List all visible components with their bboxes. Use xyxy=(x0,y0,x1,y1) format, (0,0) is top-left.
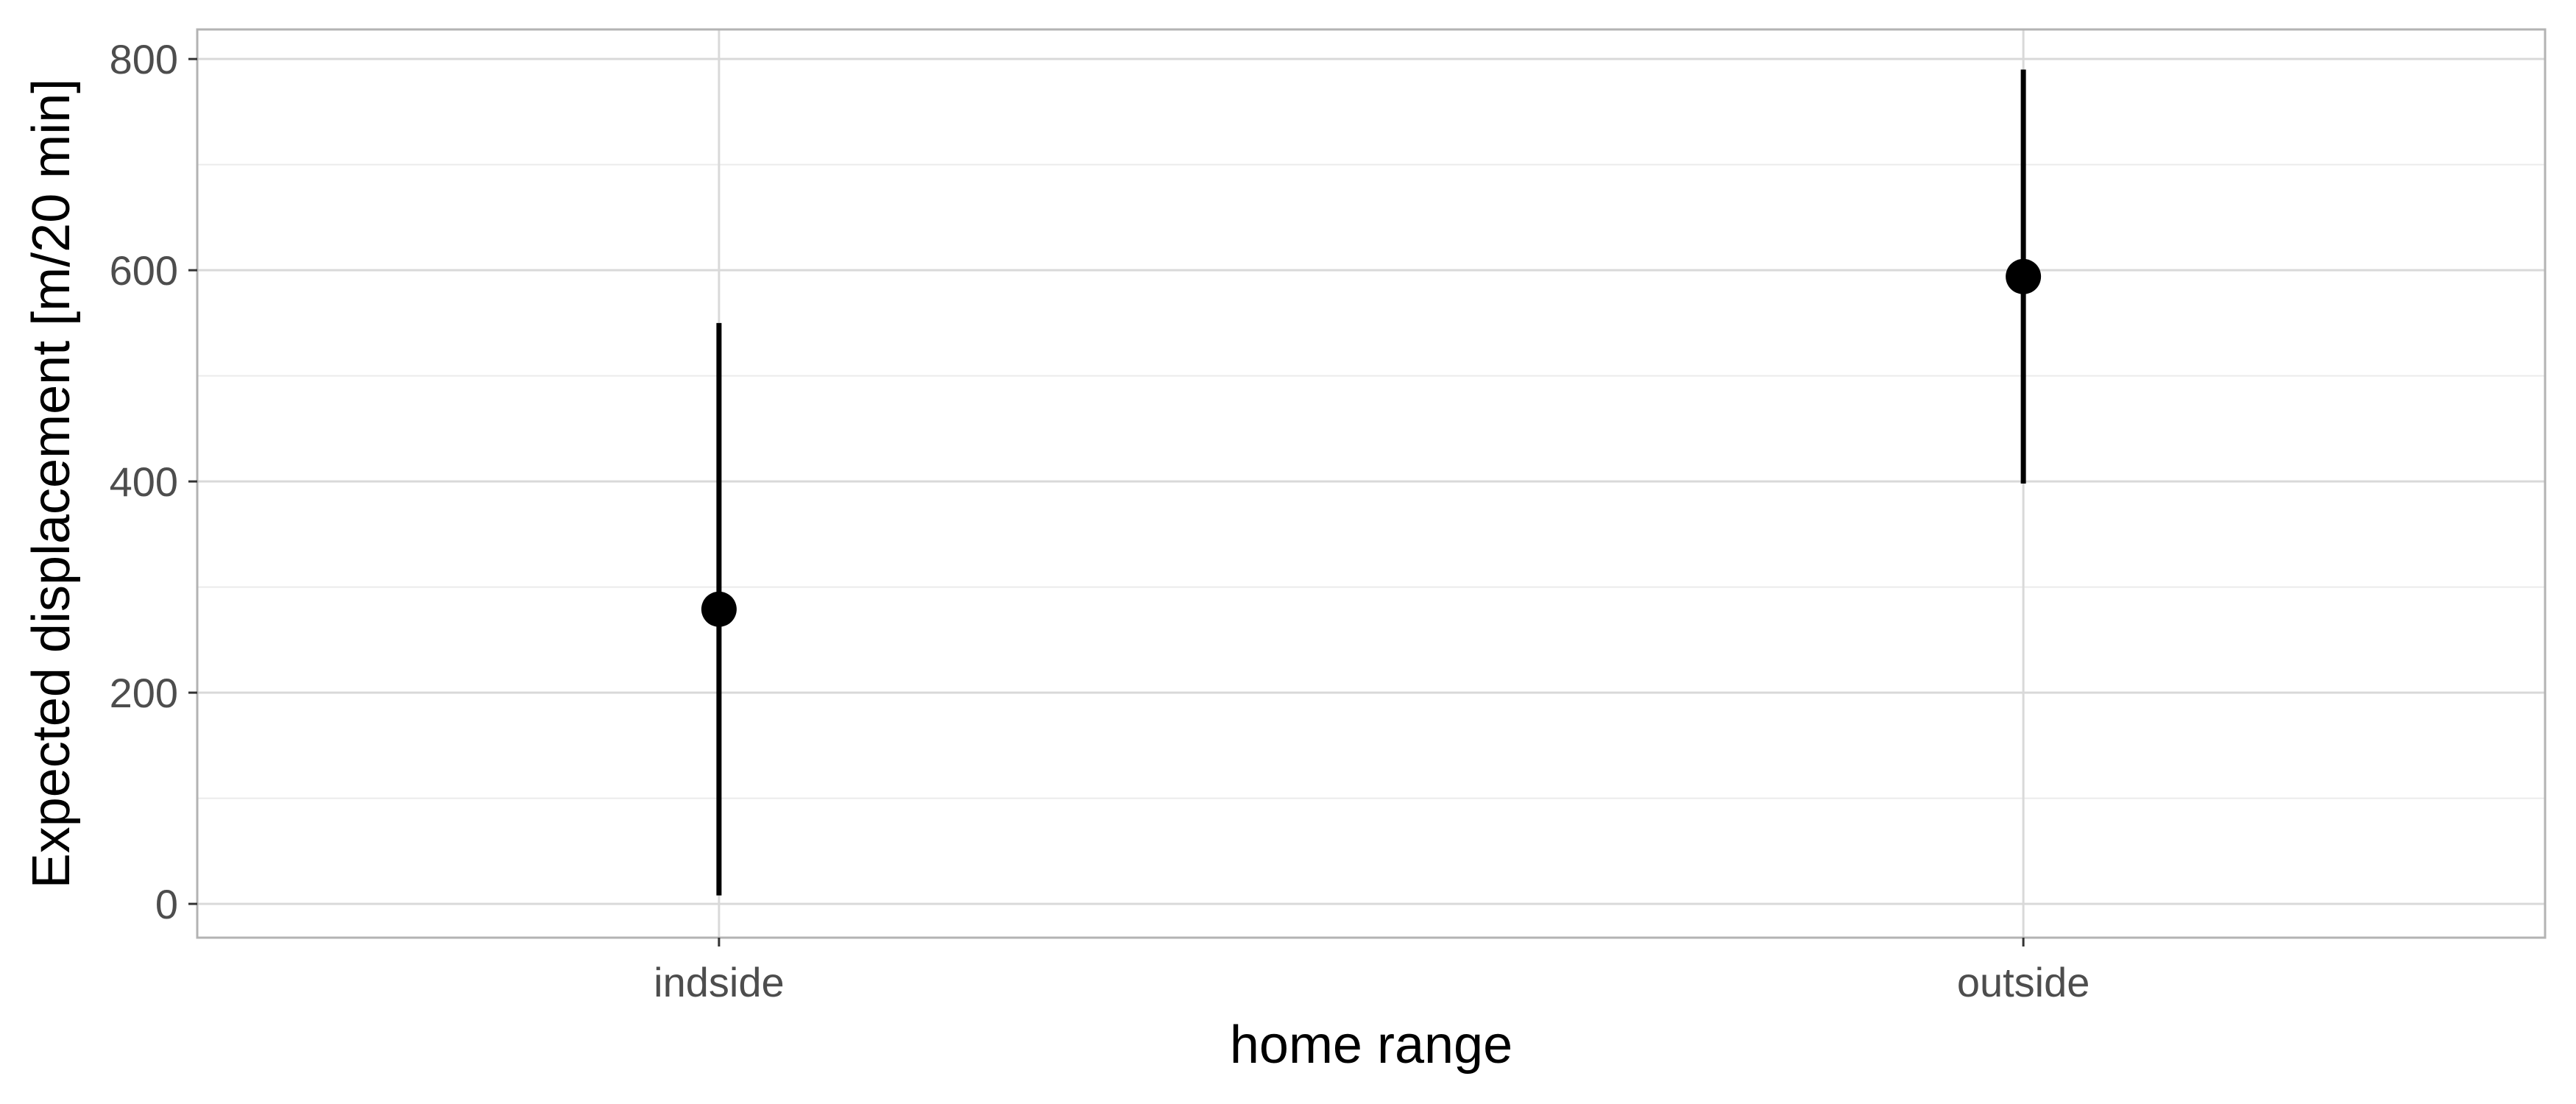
data-points xyxy=(701,258,2042,627)
minor-gridlines xyxy=(197,163,2545,799)
panel-border xyxy=(196,28,2547,939)
major-gridlines xyxy=(197,29,2545,938)
y-axis-title: Expected displacement [m/20 min] xyxy=(22,79,81,889)
x-tick-label: indside xyxy=(654,959,784,1005)
y-tick-label: 800 xyxy=(110,36,178,82)
y-tick-label: 600 xyxy=(110,247,178,294)
y-tick-label: 0 xyxy=(155,881,178,927)
data-point xyxy=(2006,258,2042,294)
y-tick-labels: 0 200 400 600 800 xyxy=(110,36,197,927)
x-tick-label: outside xyxy=(1957,959,2090,1005)
x-axis-title: home range xyxy=(1230,1016,1512,1075)
data-point xyxy=(701,591,737,627)
x-tick-labels: indside outside xyxy=(654,938,2090,1005)
y-tick-label: 400 xyxy=(110,459,178,505)
y-tick-label: 200 xyxy=(110,670,178,716)
